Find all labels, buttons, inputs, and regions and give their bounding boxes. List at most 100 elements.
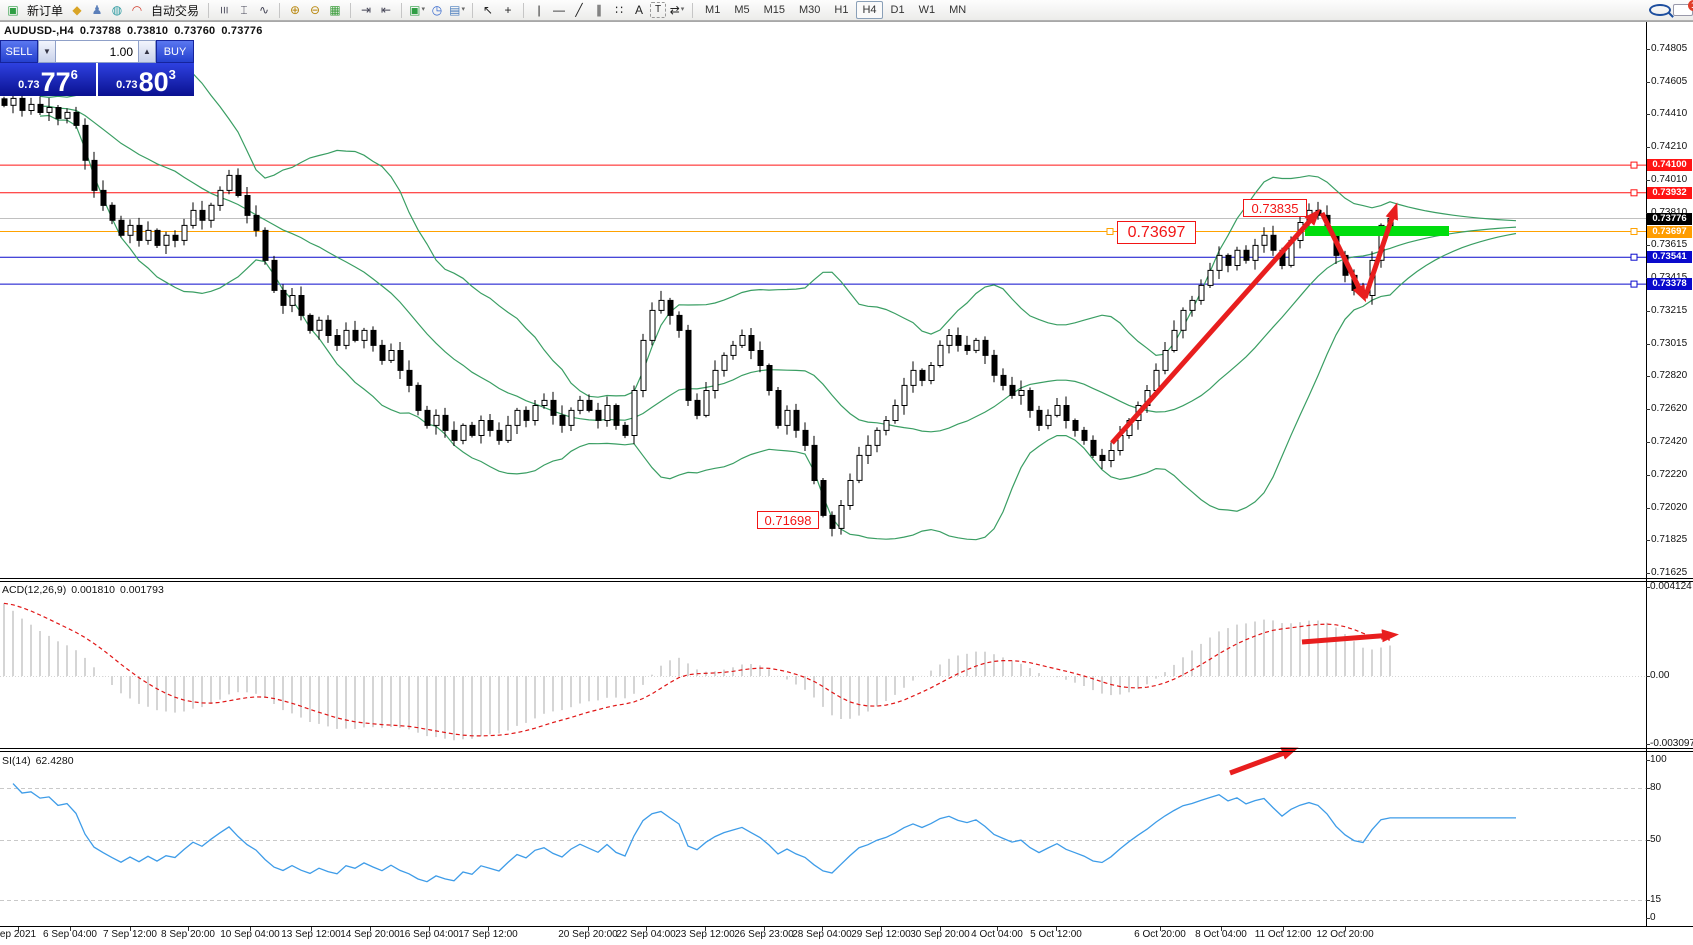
price-level-badge: 0.73776 (1647, 213, 1692, 225)
macd-indicator-label: ACD(12,26,9) 0.001810 0.001793 (2, 584, 169, 596)
bar-chart-icon[interactable]: ☰ (219, 5, 230, 15)
ask-price-pip: 3 (168, 67, 176, 82)
rsi-scale-label: 50 (1650, 834, 1662, 845)
bid-price-prefix: 0.73 (18, 79, 40, 91)
price-axis-tick-label: 0.73415 (1651, 272, 1687, 283)
chat-icon[interactable]: 1 (1673, 0, 1693, 16)
volume-decrease-button[interactable]: ▼ (38, 40, 56, 63)
price-axis-tick-label: 0.72020 (1651, 502, 1688, 513)
time-axis-label: 12 Oct 20:00 (1316, 929, 1374, 940)
new-order-label[interactable]: 新订单 (27, 3, 64, 18)
timeframe-m1[interactable]: M1 (705, 4, 721, 16)
price-level-badge: 0.74100 (1647, 159, 1692, 171)
tile-windows-icon[interactable]: ▦ (329, 3, 341, 17)
timeframe-m5[interactable]: M5 (734, 4, 750, 16)
buy-button[interactable]: BUY (156, 40, 194, 63)
book-icon[interactable]: ◆ (72, 3, 82, 17)
volume-increase-button[interactable]: ▲ (138, 40, 156, 63)
search-icon[interactable] (1649, 4, 1671, 16)
volume-input[interactable] (56, 41, 138, 62)
rsi-scale-label: 80 (1650, 782, 1662, 793)
chart-shift-icon[interactable]: ⇤ (381, 3, 392, 17)
price-annotation-071698[interactable]: 0.71698 (757, 511, 819, 529)
chevron-down-icon: ▾ (421, 6, 425, 13)
quote-low: 0.73760 (174, 25, 216, 37)
bid-price-pip: 6 (70, 67, 78, 82)
zoom-in-icon[interactable]: ⊕ (290, 3, 301, 17)
timeframe-h4[interactable]: H4 (856, 1, 883, 19)
time-axis-label: 23 Sep 12:00 (675, 929, 735, 940)
toolbar-separator (692, 2, 694, 18)
ask-price-display[interactable]: 0.73 80 3 (98, 63, 194, 96)
time-axis-label: 14 Sep 20:00 (340, 929, 400, 940)
macd-scale-label: 0.00 (1650, 670, 1670, 681)
candlestick-icon[interactable]: ⌶ (240, 3, 248, 17)
text-icon[interactable]: A (635, 3, 644, 17)
price-axis-tick-label: 0.73810 (1651, 207, 1687, 218)
clock-icon[interactable]: ◷ (431, 3, 443, 17)
time-axis-label: 16 Sep 04:00 (399, 929, 459, 940)
text-label-icon[interactable]: T (650, 2, 667, 18)
autotrade-icon[interactable]: ◠ (131, 3, 143, 17)
rsi-value: 62.4280 (35, 755, 74, 767)
price-axis-tick-label: 0.73015 (1651, 338, 1688, 349)
rsi-scale-label: 0 (1650, 912, 1656, 923)
main-toolbar: ▣ 新订单 ◆ ♟ ◍ ◠ 自动交易 ☰ ⌶ ∿ ⊕ ⊖ ▦ ⇥ ⇤ ▣ ▾ ◷ ▤ ▾ ↖ + | — ╱ ∥ ∷ A T ⇄ ▾ M1 M5… (0, 0, 1693, 21)
vertical-line-icon[interactable]: | (537, 3, 541, 17)
time-axis-label: 6 Sep 04:00 (43, 929, 97, 940)
new-order-icon[interactable]: ▣ (7, 3, 19, 17)
time-axis-label: ep 2021 (0, 929, 37, 940)
autoscroll-icon[interactable]: ⇥ (361, 3, 372, 17)
timeframe-w1[interactable]: W1 (918, 4, 936, 16)
price-level-badge: 0.73932 (1647, 187, 1692, 199)
zoom-out-icon[interactable]: ⊖ (310, 3, 321, 17)
timeframe-m30[interactable]: M30 (799, 4, 821, 16)
rsi-scale-label: 15 (1650, 894, 1662, 905)
crosshair-icon[interactable]: + (504, 3, 512, 17)
time-axis-label: 8 Sep 20:00 (161, 929, 215, 940)
quote-high: 0.73810 (127, 25, 169, 37)
ask-price-prefix: 0.73 (116, 79, 138, 91)
time-axis-label: 30 Sep 20:00 (910, 929, 970, 940)
symbol-label: AUDUSD-,H4 (4, 25, 74, 37)
timeframe-m15[interactable]: M15 (763, 4, 785, 16)
timeframe-mn[interactable]: MN (949, 4, 967, 16)
sell-button[interactable]: SELL (0, 40, 38, 63)
horizontal-line-icon[interactable]: — (553, 3, 566, 17)
price-annotation-073697[interactable]: 0.73697 (1117, 221, 1196, 244)
toolbar-separator (350, 2, 352, 18)
timeframe-h1[interactable]: H1 (834, 4, 849, 16)
time-axis-label: 17 Sep 12:00 (458, 929, 518, 940)
time-axis-label: 26 Sep 23:00 (734, 929, 794, 940)
signal-icon[interactable]: ◍ (111, 3, 123, 17)
new-chart-icon[interactable]: ▣ ▾ (409, 3, 425, 17)
line-chart-icon[interactable]: ∿ (259, 3, 270, 17)
time-axis-label: 7 Sep 12:00 (103, 929, 157, 940)
price-axis-tick-label: 0.71825 (1651, 534, 1688, 545)
equidistant-channel-icon[interactable]: ∥ (596, 3, 603, 17)
template-icon[interactable]: ▤ ▾ (449, 3, 465, 17)
price-axis-tick-label: 0.74605 (1651, 76, 1688, 87)
price-axis-tick-label: 0.74010 (1651, 174, 1688, 185)
profile-icon[interactable]: ♟ (91, 3, 103, 17)
arrows-icon[interactable]: ⇄ ▾ (669, 3, 685, 17)
bid-price-display[interactable]: 0.73 77 6 (0, 63, 96, 96)
fibonacci-icon[interactable]: ∷ (615, 3, 623, 17)
price-axis-tick-label: 0.71625 (1651, 567, 1688, 578)
time-axis-label: 5 Oct 12:00 (1030, 929, 1082, 940)
price-axis-tick-label: 0.74410 (1651, 108, 1688, 119)
time-axis-label: 8 Oct 04:00 (1195, 929, 1247, 940)
timeframe-d1[interactable]: D1 (890, 4, 905, 16)
trendline-icon[interactable]: ╱ (575, 3, 583, 17)
cursor-icon[interactable]: ↖ (483, 3, 494, 17)
toolbar-separator (279, 2, 281, 18)
quote-close: 0.73776 (221, 25, 263, 37)
macd-name: ACD(12,26,9) (2, 584, 67, 596)
price-annotation-073835[interactable]: 0.73835 (1243, 199, 1307, 217)
time-axis-label: 22 Sep 04:00 (616, 929, 676, 940)
time-axis-label: 4 Oct 04:00 (971, 929, 1023, 940)
autotrade-label[interactable]: 自动交易 (151, 3, 200, 18)
chevron-down-icon: ▾ (461, 6, 465, 13)
